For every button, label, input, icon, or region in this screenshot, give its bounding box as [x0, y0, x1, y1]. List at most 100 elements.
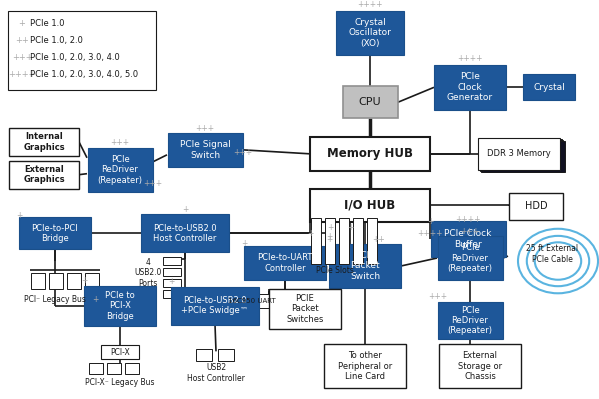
Text: PCIe Signal
Switch: PCIe Signal Switch: [180, 140, 231, 160]
Text: ++++: ++++: [8, 70, 36, 79]
FancyBboxPatch shape: [480, 139, 561, 171]
FancyBboxPatch shape: [523, 75, 575, 100]
Text: External
Graphics: External Graphics: [23, 165, 65, 184]
Text: ++++: ++++: [418, 229, 443, 238]
FancyBboxPatch shape: [336, 11, 404, 55]
FancyBboxPatch shape: [107, 363, 121, 374]
Text: +: +: [182, 205, 188, 214]
Text: +++: +++: [428, 292, 447, 301]
Text: 4
USB2.0
Ports: 4 USB2.0 Ports: [134, 258, 162, 288]
FancyBboxPatch shape: [329, 244, 401, 288]
Text: +++: +++: [12, 53, 32, 62]
FancyBboxPatch shape: [439, 344, 521, 388]
Text: PCIe Slots: PCIe Slots: [316, 267, 354, 275]
FancyBboxPatch shape: [8, 11, 156, 90]
FancyBboxPatch shape: [437, 236, 503, 280]
Text: +++: +++: [234, 148, 253, 157]
Text: 25 ft External
PCIe Cable: 25 ft External PCIe Cable: [526, 244, 578, 264]
FancyBboxPatch shape: [325, 218, 335, 264]
FancyBboxPatch shape: [437, 302, 503, 340]
FancyBboxPatch shape: [49, 273, 63, 289]
FancyBboxPatch shape: [168, 133, 243, 167]
Text: +++: +++: [195, 124, 214, 132]
Text: PCIe Clock
Buffer: PCIe Clock Buffer: [444, 229, 492, 249]
Text: To other
Peripheral or
Line Card: To other Peripheral or Line Card: [338, 352, 392, 381]
Text: PCIe-to-USB2.0
+PCIe Swidge™: PCIe-to-USB2.0 +PCIe Swidge™: [181, 296, 249, 315]
FancyBboxPatch shape: [89, 363, 103, 374]
FancyBboxPatch shape: [343, 86, 398, 118]
Text: PCIe 1.0, 2.0, 3.0, 4.0, 5.0: PCIe 1.0, 2.0, 3.0, 4.0, 5.0: [30, 70, 138, 79]
Text: +++: +++: [461, 227, 480, 236]
Text: ++++: ++++: [457, 54, 483, 63]
Text: PCIE
Packet
Switches: PCIE Packet Switches: [286, 294, 323, 324]
Text: 16C950 UART: 16C950 UART: [228, 298, 276, 304]
Text: PCIe
Packet
Switch: PCIe Packet Switch: [350, 251, 380, 281]
FancyBboxPatch shape: [163, 257, 181, 265]
Text: +: +: [16, 211, 22, 220]
FancyBboxPatch shape: [353, 218, 363, 264]
FancyBboxPatch shape: [87, 148, 153, 192]
FancyBboxPatch shape: [310, 137, 430, 171]
FancyBboxPatch shape: [269, 289, 341, 328]
FancyBboxPatch shape: [84, 286, 156, 326]
Text: +: +: [326, 235, 332, 244]
Text: Crystal: Crystal: [533, 83, 565, 92]
Text: PCIe 1.0, 2.0: PCIe 1.0, 2.0: [30, 36, 83, 45]
Text: +++: +++: [110, 138, 129, 147]
Text: CPU: CPU: [359, 97, 382, 107]
FancyBboxPatch shape: [434, 65, 506, 110]
FancyBboxPatch shape: [509, 193, 563, 220]
Text: +: +: [327, 223, 333, 232]
Text: PCIe
Clock
Generator: PCIe Clock Generator: [447, 73, 493, 102]
FancyBboxPatch shape: [141, 214, 229, 252]
FancyBboxPatch shape: [481, 140, 563, 172]
FancyBboxPatch shape: [431, 221, 506, 257]
Text: Memory HUB: Memory HUB: [327, 147, 413, 160]
FancyBboxPatch shape: [218, 350, 234, 361]
FancyBboxPatch shape: [478, 138, 560, 170]
Text: PCIe to
PCI-X
Bridge: PCIe to PCI-X Bridge: [105, 291, 135, 321]
FancyBboxPatch shape: [233, 294, 271, 308]
Text: +: +: [168, 277, 174, 286]
Text: +++: +++: [143, 179, 162, 188]
Text: Crystal
Oscillator
(XO): Crystal Oscillator (XO): [349, 18, 391, 47]
Text: PCI-X: PCI-X: [110, 348, 130, 357]
Text: PCIe
ReDriver
(Repeater): PCIe ReDriver (Repeater): [98, 155, 143, 185]
Text: ++++: ++++: [455, 215, 481, 224]
Text: +: +: [326, 232, 332, 241]
FancyBboxPatch shape: [310, 189, 430, 222]
FancyBboxPatch shape: [9, 161, 79, 189]
FancyBboxPatch shape: [85, 273, 99, 289]
Text: PCI⁻ Legacy Bus: PCI⁻ Legacy Bus: [24, 295, 86, 304]
FancyBboxPatch shape: [101, 346, 139, 359]
Text: PCIe 1.0, 2.0, 3.0, 4.0: PCIe 1.0, 2.0, 3.0, 4.0: [30, 53, 120, 62]
Text: PCIe-to-PCI
Bridge: PCIe-to-PCI Bridge: [32, 223, 78, 243]
Text: +: +: [427, 217, 433, 226]
FancyBboxPatch shape: [311, 218, 321, 264]
Text: ++: ++: [15, 36, 29, 45]
Text: DDR 3 Memory: DDR 3 Memory: [487, 149, 551, 158]
FancyBboxPatch shape: [163, 268, 181, 276]
FancyBboxPatch shape: [196, 350, 212, 361]
Text: PCIe 1.0: PCIe 1.0: [30, 19, 65, 28]
FancyBboxPatch shape: [163, 279, 181, 287]
FancyBboxPatch shape: [483, 140, 564, 172]
Text: +: +: [19, 19, 25, 28]
Text: ++++: ++++: [357, 0, 383, 10]
FancyBboxPatch shape: [244, 246, 326, 280]
Text: +: +: [92, 295, 98, 304]
Text: External
Storage or
Chassis: External Storage or Chassis: [458, 352, 502, 381]
FancyBboxPatch shape: [9, 128, 79, 156]
Text: PCIe-to-USB2.0
Host Controller: PCIe-to-USB2.0 Host Controller: [153, 223, 217, 243]
FancyBboxPatch shape: [171, 287, 259, 324]
Text: PCIe-to-UART
Controller: PCIe-to-UART Controller: [258, 253, 313, 273]
FancyBboxPatch shape: [367, 218, 377, 264]
FancyBboxPatch shape: [324, 344, 406, 388]
Text: +: +: [347, 223, 353, 232]
Text: PCI-X⁻ Legacy Bus: PCI-X⁻ Legacy Bus: [85, 377, 155, 387]
Text: USB2
Host Controller: USB2 Host Controller: [187, 363, 245, 383]
Text: PCIe
ReDriver
(Repeater): PCIe ReDriver (Repeater): [447, 243, 492, 273]
Text: Internal
Graphics: Internal Graphics: [23, 132, 65, 152]
FancyBboxPatch shape: [31, 273, 45, 289]
Text: PCIe
ReDriver
(Repeater): PCIe ReDriver (Repeater): [447, 306, 492, 336]
